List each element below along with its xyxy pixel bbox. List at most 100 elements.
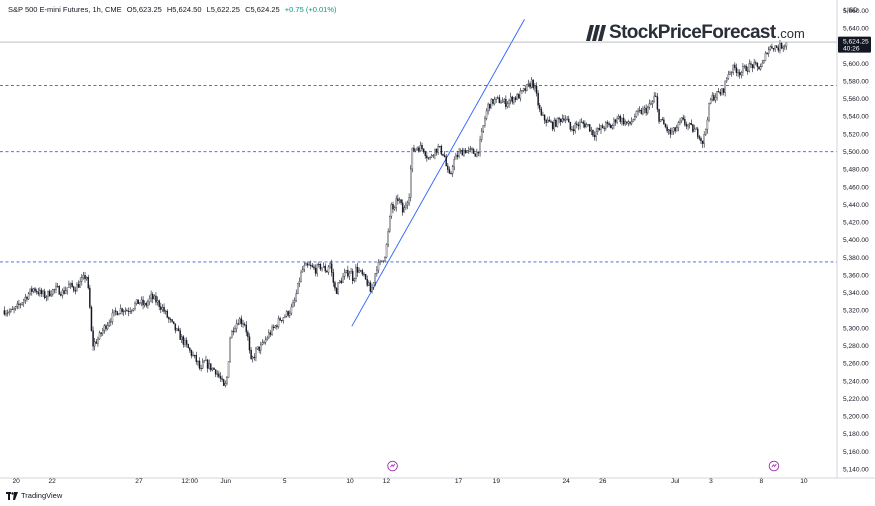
candle-body	[240, 318, 243, 324]
candle-body	[506, 103, 509, 107]
candle-body	[489, 103, 491, 109]
candle-body	[272, 326, 275, 328]
candle-body	[553, 119, 555, 130]
candle-body	[532, 79, 535, 89]
candle-body	[650, 103, 652, 105]
candle-body	[242, 323, 244, 325]
candle-body	[703, 134, 705, 144]
x-tick-label: 17	[455, 478, 463, 485]
candle-body	[345, 270, 347, 273]
candle-body	[780, 43, 783, 49]
candle-body	[185, 340, 188, 345]
candle-body	[95, 341, 98, 344]
candle-body	[539, 105, 541, 110]
time-axis[interactable]: 20 22 27 12:00 Jun 5 10 12 17 19 24 26 Jul 3 8 10	[12, 478, 807, 485]
candle-body	[403, 207, 406, 213]
candle-body	[163, 307, 165, 312]
candle-body	[219, 376, 222, 379]
candle-body	[239, 318, 241, 325]
candle-body	[397, 198, 399, 201]
candle-body	[732, 64, 734, 73]
candle-body	[600, 125, 602, 130]
candle-body	[779, 43, 781, 51]
candle-body	[347, 270, 349, 277]
candle-body	[68, 284, 70, 288]
tradingview-logo-icon	[6, 491, 18, 500]
candle-body	[184, 340, 186, 345]
candle-body	[263, 342, 265, 344]
candle-body	[635, 111, 638, 117]
tradingview-footer[interactable]: TradingView	[6, 491, 62, 500]
candle-body	[748, 63, 751, 72]
candle-body	[311, 265, 314, 267]
candle-body	[281, 320, 283, 322]
candle-body	[164, 310, 167, 312]
candle-body	[131, 310, 133, 312]
candle-body	[372, 282, 375, 288]
x-tick-label: 26	[599, 478, 607, 485]
candle-body	[743, 65, 746, 67]
y-tick-label: 5,360.00	[843, 272, 869, 279]
candle-body	[208, 363, 210, 369]
candle-body	[476, 151, 478, 157]
candle-body	[564, 119, 567, 121]
candle-body	[571, 129, 573, 131]
candle-body	[401, 202, 404, 213]
candle-body	[327, 266, 330, 273]
candle-body	[484, 117, 486, 126]
symbol-title[interactable]: S&P 500 E-mini Futures, 1h, CME	[8, 5, 122, 14]
candle-body	[10, 309, 12, 312]
candle-body	[556, 117, 559, 127]
candle-body	[169, 318, 172, 320]
candle-body	[266, 337, 268, 340]
candle-body	[576, 123, 578, 125]
candle-body	[395, 198, 397, 208]
candle-body	[332, 272, 335, 283]
candle-body	[684, 119, 686, 125]
candle-body	[134, 303, 136, 309]
price-axis[interactable]: USD 5,660.005,640.005,620.005,600.005,58…	[843, 7, 869, 473]
candle-body	[16, 303, 19, 307]
candle-body	[601, 125, 604, 129]
candle-body	[234, 328, 236, 332]
candle-body	[661, 119, 663, 121]
candle-body	[742, 66, 744, 73]
candle-body	[63, 290, 65, 294]
candle-body	[222, 379, 225, 386]
candle-body	[698, 136, 701, 139]
candle-body	[592, 129, 594, 136]
candle-body	[156, 300, 159, 303]
candle-body	[343, 272, 346, 277]
candle-body	[39, 289, 41, 295]
candle-body	[247, 332, 249, 337]
candle-body	[509, 96, 512, 101]
candle-body	[360, 270, 362, 272]
candle-body	[590, 129, 593, 132]
candle-body	[102, 330, 104, 334]
y-tick-label: 5,500.00	[843, 149, 869, 156]
candle-body	[492, 98, 494, 104]
candle-body	[551, 121, 554, 130]
candle-body	[419, 145, 422, 151]
candle-body	[584, 123, 586, 128]
candle-body	[579, 122, 581, 127]
candle-body	[627, 121, 630, 124]
candle-body	[755, 62, 757, 64]
candle-body	[648, 103, 651, 108]
candle-body	[256, 346, 259, 350]
event-markers[interactable]	[387, 460, 780, 472]
y-tick-label: 5,140.00	[843, 466, 869, 473]
candle-body	[671, 131, 673, 135]
candle-body	[432, 154, 435, 156]
candle-body	[455, 154, 457, 160]
candle-body	[110, 321, 112, 323]
y-tick-label: 5,460.00	[843, 184, 869, 191]
candle-body	[152, 294, 154, 300]
trendline-segment	[351, 19, 525, 327]
candle-body	[505, 99, 507, 107]
candle-body	[722, 88, 725, 93]
candle-body	[198, 360, 201, 369]
candle-body	[664, 124, 667, 128]
candle-body	[672, 127, 675, 132]
